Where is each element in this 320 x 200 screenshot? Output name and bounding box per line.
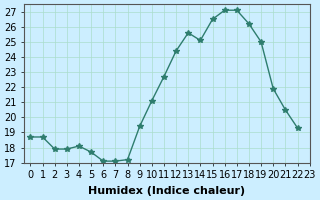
X-axis label: Humidex (Indice chaleur): Humidex (Indice chaleur) (88, 186, 245, 196)
